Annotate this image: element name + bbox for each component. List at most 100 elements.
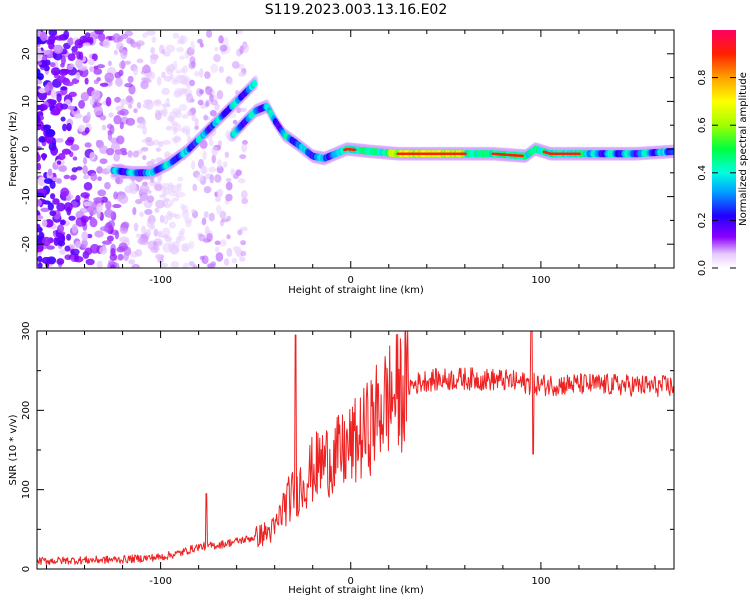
- heatmap-noise-cell: [125, 117, 136, 126]
- heatmap-noise-cell: [78, 100, 86, 109]
- heatmap-noise-cell: [199, 68, 204, 78]
- heatmap-noise-cell: [216, 165, 224, 174]
- heatmap-noise-cell: [241, 197, 249, 205]
- heatmap-noise-cell: [132, 207, 137, 216]
- heatmap-noise-cell: [133, 67, 138, 76]
- heatmap-noise-cell: [179, 79, 189, 85]
- heatmap-noise-cell: [97, 176, 102, 182]
- heatmap-noise-cell: [133, 108, 138, 114]
- heatmap-noise-cell: [66, 64, 74, 71]
- heatmap-noise-cell: [113, 191, 118, 200]
- heatmap-noise-cell: [115, 77, 123, 87]
- heatmap-noise-cell: [225, 177, 232, 183]
- heatmap-noise-cell: [241, 143, 248, 153]
- heatmap-noise-cell: [48, 142, 57, 152]
- heatmap-noise-cell: [105, 200, 112, 210]
- heatmap-noise-cell: [113, 152, 121, 162]
- heatmap-noise-cell: [100, 196, 108, 203]
- x-tick-label: -100: [149, 275, 172, 286]
- heatmap-noise-cell: [41, 153, 47, 161]
- y-tick-label: -20: [21, 236, 32, 252]
- heatmap-noise-cell: [60, 187, 70, 197]
- heatmap-noise-cell: [67, 37, 74, 46]
- heatmap-noise-cell: [187, 136, 192, 145]
- heatmap-noise-cell: [190, 208, 196, 214]
- heatmap-noise-cell: [234, 90, 240, 95]
- heatmap-noise-cell: [199, 139, 208, 149]
- heatmap-noise-cell: [89, 243, 100, 254]
- heatmap-noise-cell: [53, 52, 63, 61]
- heatmap-noise-cell: [152, 139, 160, 146]
- heatmap-noise-cell: [133, 222, 139, 232]
- heatmap-noise-cell: [157, 171, 163, 182]
- heatmap-noise-cell: [238, 71, 247, 77]
- heatmap-noise-cell: [197, 38, 203, 44]
- heatmap-noise-cell: [126, 95, 133, 103]
- heatmap-noise-cell: [161, 49, 166, 55]
- heatmap-noise-cell: [163, 75, 173, 82]
- heatmap-noise-cell: [135, 233, 142, 238]
- heatmap-noise-cell: [211, 146, 218, 157]
- heatmap-noise-cell: [78, 124, 86, 132]
- heatmap-noise-cell: [206, 263, 214, 268]
- heatmap-noise-cell: [190, 40, 196, 51]
- heatmap-noise-cell: [50, 109, 61, 116]
- heatmap-noise-cell: [142, 32, 148, 39]
- heatmap-noise-cell: [133, 264, 138, 268]
- heatmap-noise-cell: [119, 194, 129, 205]
- heatmap-noise-cell: [113, 114, 122, 125]
- heatmap-noise-cell: [58, 165, 68, 173]
- heatmap-noise-cell: [222, 161, 228, 168]
- heatmap-noise-cell: [37, 192, 44, 197]
- heatmap-noise-cell: [226, 247, 233, 257]
- heatmap-noise-cell: [165, 97, 170, 108]
- heatmap-noise-cell: [114, 149, 125, 155]
- heatmap-noise-cell: [141, 119, 147, 126]
- heatmap-noise-cell: [37, 199, 43, 207]
- heatmap-noise-cell: [142, 155, 147, 161]
- y-tick-label: 0: [21, 566, 32, 572]
- heatmap-noise-cell: [170, 244, 180, 255]
- heatmap-noise-cell: [176, 191, 186, 198]
- heatmap-noise-cell: [202, 150, 207, 161]
- x-tick-label: 100: [531, 576, 550, 587]
- heatmap-noise-cell: [57, 240, 66, 247]
- heatmap-noise-cell: [93, 197, 104, 202]
- heatmap-noise-cell: [214, 246, 220, 253]
- heatmap-noise-cell: [236, 107, 242, 114]
- heatmap-noise-cell: [118, 61, 126, 69]
- heatmap-ridge-peak: [462, 152, 467, 156]
- heatmap-noise-cell: [224, 151, 230, 158]
- heatmap-noise-cell: [56, 93, 62, 103]
- heatmap-noise-cell: [73, 255, 84, 263]
- heatmap-noise-cell: [37, 91, 48, 101]
- heatmap-noise-cell: [67, 105, 76, 110]
- heatmap-noise-cell: [180, 203, 185, 210]
- heatmap-noise-cell: [44, 59, 51, 66]
- heatmap-noise-cell: [84, 127, 90, 134]
- heatmap-noise-cell: [89, 66, 94, 72]
- heatmap-noise-cell: [120, 98, 125, 108]
- heatmap-noise-cell: [140, 146, 149, 152]
- heatmap-noise-cell: [209, 174, 215, 184]
- heatmap-noise-cell: [56, 160, 62, 165]
- heatmap-noise-cell: [114, 262, 120, 268]
- heatmap-noise-cell: [142, 103, 150, 109]
- heatmap-noise-cell: [200, 166, 208, 175]
- heatmap-noise-cell: [66, 122, 72, 132]
- heatmap-noise-cell: [198, 234, 206, 242]
- heatmap-noise-cell: [240, 226, 248, 232]
- heatmap-noise-cell: [60, 103, 69, 110]
- heatmap-noise-cell: [175, 236, 181, 244]
- heatmap-noise-cell: [96, 76, 101, 82]
- heatmap-noise-cell: [155, 199, 165, 209]
- heatmap-noise-cell: [174, 135, 182, 142]
- heatmap-noise-cell: [155, 109, 161, 118]
- heatmap-noise-cell: [218, 66, 224, 74]
- heatmap-noise-cell: [37, 61, 42, 66]
- x-tick-label: 0: [348, 275, 354, 286]
- heatmap-noise-cell: [47, 202, 54, 211]
- heatmap-noise-cell: [89, 97, 95, 106]
- heatmap-noise-cell: [234, 246, 242, 255]
